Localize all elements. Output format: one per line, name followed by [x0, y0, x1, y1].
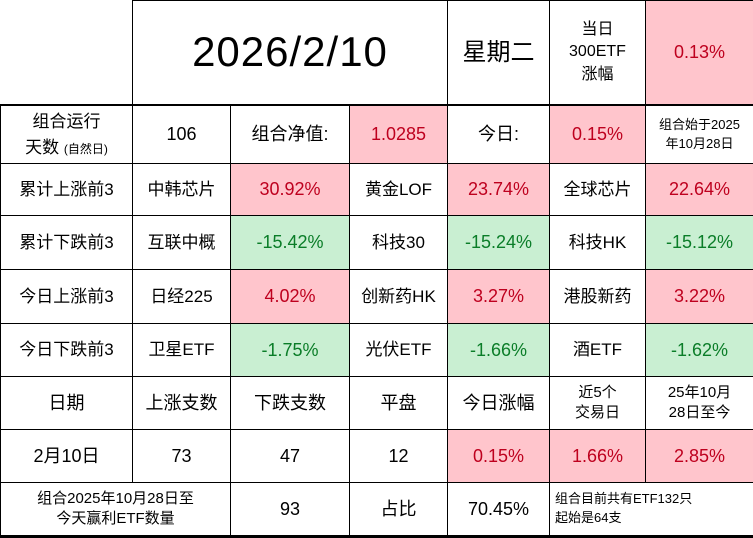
stats-header-today-change[interactable]: 今日涨幅 [448, 377, 550, 430]
etf-name-cell[interactable]: 科技HK [550, 216, 646, 270]
ratio-value[interactable]: 70.45% [448, 483, 550, 535]
etf-value-cell[interactable]: -1.66% [448, 324, 550, 377]
empty-corner-cell[interactable] [0, 0, 133, 106]
stats-flat[interactable]: 12 [350, 430, 448, 483]
weekday-cell[interactable]: 星期二 [448, 0, 550, 106]
rank-label-today-down[interactable]: 今日下跌前3 [0, 324, 133, 377]
stats-header-date[interactable]: 日期 [0, 377, 133, 430]
etf-value-cell[interactable]: -15.24% [448, 216, 550, 270]
portfolio-start-note[interactable]: 组合始于2025 年10月28日 [646, 106, 753, 164]
etf-name-cell[interactable]: 光伏ETF [350, 324, 448, 377]
etf-name-cell[interactable]: 中韩芯片 [133, 164, 231, 216]
rank-label-today-up[interactable]: 今日上涨前3 [0, 270, 133, 324]
stats-header-down-count[interactable]: 下跌支数 [231, 377, 350, 430]
win-count-label[interactable]: 组合2025年10月28日至 今天赢利ETF数量 [0, 483, 231, 535]
etf-name-cell[interactable]: 黄金LOF [350, 164, 448, 216]
stats-header-since-start[interactable]: 25年10月 28日至今 [646, 377, 753, 430]
etf-name-cell[interactable]: 卫星ETF [133, 324, 231, 377]
stats-header-flat[interactable]: 平盘 [350, 377, 448, 430]
run-days-label-line1: 组合运行 [32, 112, 101, 131]
stats-date[interactable]: 2月10日 [0, 430, 133, 483]
etf-name-cell[interactable]: 日经225 [133, 270, 231, 324]
ratio-label[interactable]: 占比 [350, 483, 448, 535]
win-count-value[interactable]: 93 [231, 483, 350, 535]
etf-value-cell[interactable]: -1.62% [646, 324, 753, 377]
nav-label[interactable]: 组合净值: [231, 106, 350, 164]
today-value[interactable]: 0.15% [550, 106, 646, 164]
etf-value-cell[interactable]: 23.74% [448, 164, 550, 216]
nav-value[interactable]: 1.0285 [350, 106, 448, 164]
etf-value-cell[interactable]: 3.27% [448, 270, 550, 324]
stats-header-last5[interactable]: 近5个 交易日 [550, 377, 646, 430]
portfolio-size-note[interactable]: 组合目前共有ETF132只 起始是64支 [555, 491, 693, 525]
today-label[interactable]: 今日: [448, 106, 550, 164]
etf-name-cell[interactable]: 港股新药 [550, 270, 646, 324]
stats-header-up-count[interactable]: 上涨支数 [133, 377, 231, 430]
date-cell[interactable]: 2026/2/10 [133, 0, 448, 106]
rank-label-cum-up[interactable]: 累计上涨前3 [0, 164, 133, 216]
stats-today-change[interactable]: 0.15% [448, 430, 550, 483]
etf-name-cell[interactable]: 酒ETF [550, 324, 646, 377]
etf300-change-label[interactable]: 当日 300ETF 涨幅 [550, 0, 646, 106]
etf-value-cell[interactable]: -15.42% [231, 216, 350, 270]
etf-name-cell[interactable]: 科技30 [350, 216, 448, 270]
run-days-value[interactable]: 106 [133, 106, 231, 164]
stats-last5[interactable]: 1.66% [550, 430, 646, 483]
etf-value-cell[interactable]: -1.75% [231, 324, 350, 377]
etf-name-cell[interactable]: 创新药HK [350, 270, 448, 324]
etf-value-cell[interactable]: -15.12% [646, 216, 753, 270]
etf-name-cell[interactable]: 互联中概 [133, 216, 231, 270]
stats-down-count[interactable]: 47 [231, 430, 350, 483]
etf-value-cell[interactable]: 3.22% [646, 270, 753, 324]
stats-since-start[interactable]: 2.85% [646, 430, 753, 483]
etf-value-cell[interactable]: 22.64% [646, 164, 753, 216]
etf300-change-value[interactable]: 0.13% [646, 0, 753, 106]
etf-value-cell[interactable]: 30.92% [231, 164, 350, 216]
run-days-label-line2: 天数 (自然日) [25, 135, 108, 161]
etf-value-cell[interactable]: 4.02% [231, 270, 350, 324]
rank-label-cum-down[interactable]: 累计下跌前3 [0, 216, 133, 270]
run-days-label[interactable]: 组合运行 天数 (自然日) [0, 106, 133, 164]
stats-up-count[interactable]: 73 [133, 430, 231, 483]
run-days-note: (自然日) [63, 141, 108, 156]
etf-name-cell[interactable]: 全球芯片 [550, 164, 646, 216]
run-days-word: 天数 [25, 137, 60, 157]
